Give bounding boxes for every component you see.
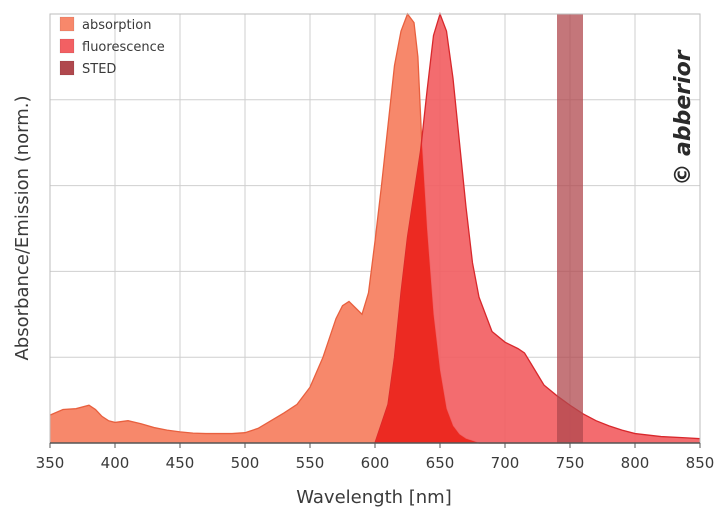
x-tick-label: 700 <box>491 454 520 472</box>
legend-swatch-absorption <box>59 16 75 32</box>
overlap-area <box>375 142 570 443</box>
x-tick-label: 550 <box>296 454 325 472</box>
overlap-fill <box>375 142 570 443</box>
legend-swatch-fluorescence <box>59 38 75 54</box>
legend: absorption fluorescence STED <box>59 16 165 77</box>
x-tick-label: 450 <box>166 454 195 472</box>
x-tick-label: 500 <box>231 454 260 472</box>
fluorescence-fill <box>375 14 700 443</box>
sted-band <box>557 14 583 443</box>
x-tick-label: 650 <box>426 454 455 472</box>
legend-label-fluorescence: fluorescence <box>82 40 165 55</box>
x-tick-label: 600 <box>361 454 390 472</box>
x-tick-label: 350 <box>36 454 65 472</box>
x-tick-label: 400 <box>101 454 130 472</box>
legend-swatch-sted <box>59 60 75 76</box>
x-axis-label: Wavelength [nm] <box>296 487 452 508</box>
fluorescence-area <box>374 11 701 444</box>
x-ticks: 350 400 450 500 550 600 650 700 750 800 850 <box>36 443 715 472</box>
legend-label-sted: STED <box>82 62 116 77</box>
legend-label-absorption: absorption <box>82 18 151 33</box>
abberior-watermark: © abberior <box>671 49 696 185</box>
sted-band-rect <box>557 14 583 443</box>
x-tick-label: 750 <box>556 454 585 472</box>
y-axis-label: Absorbance/Emission (norm.) <box>12 95 33 360</box>
x-tick-label: 800 <box>621 454 650 472</box>
x-tick-label: 850 <box>686 454 715 472</box>
fluorescence-line <box>374 11 701 444</box>
